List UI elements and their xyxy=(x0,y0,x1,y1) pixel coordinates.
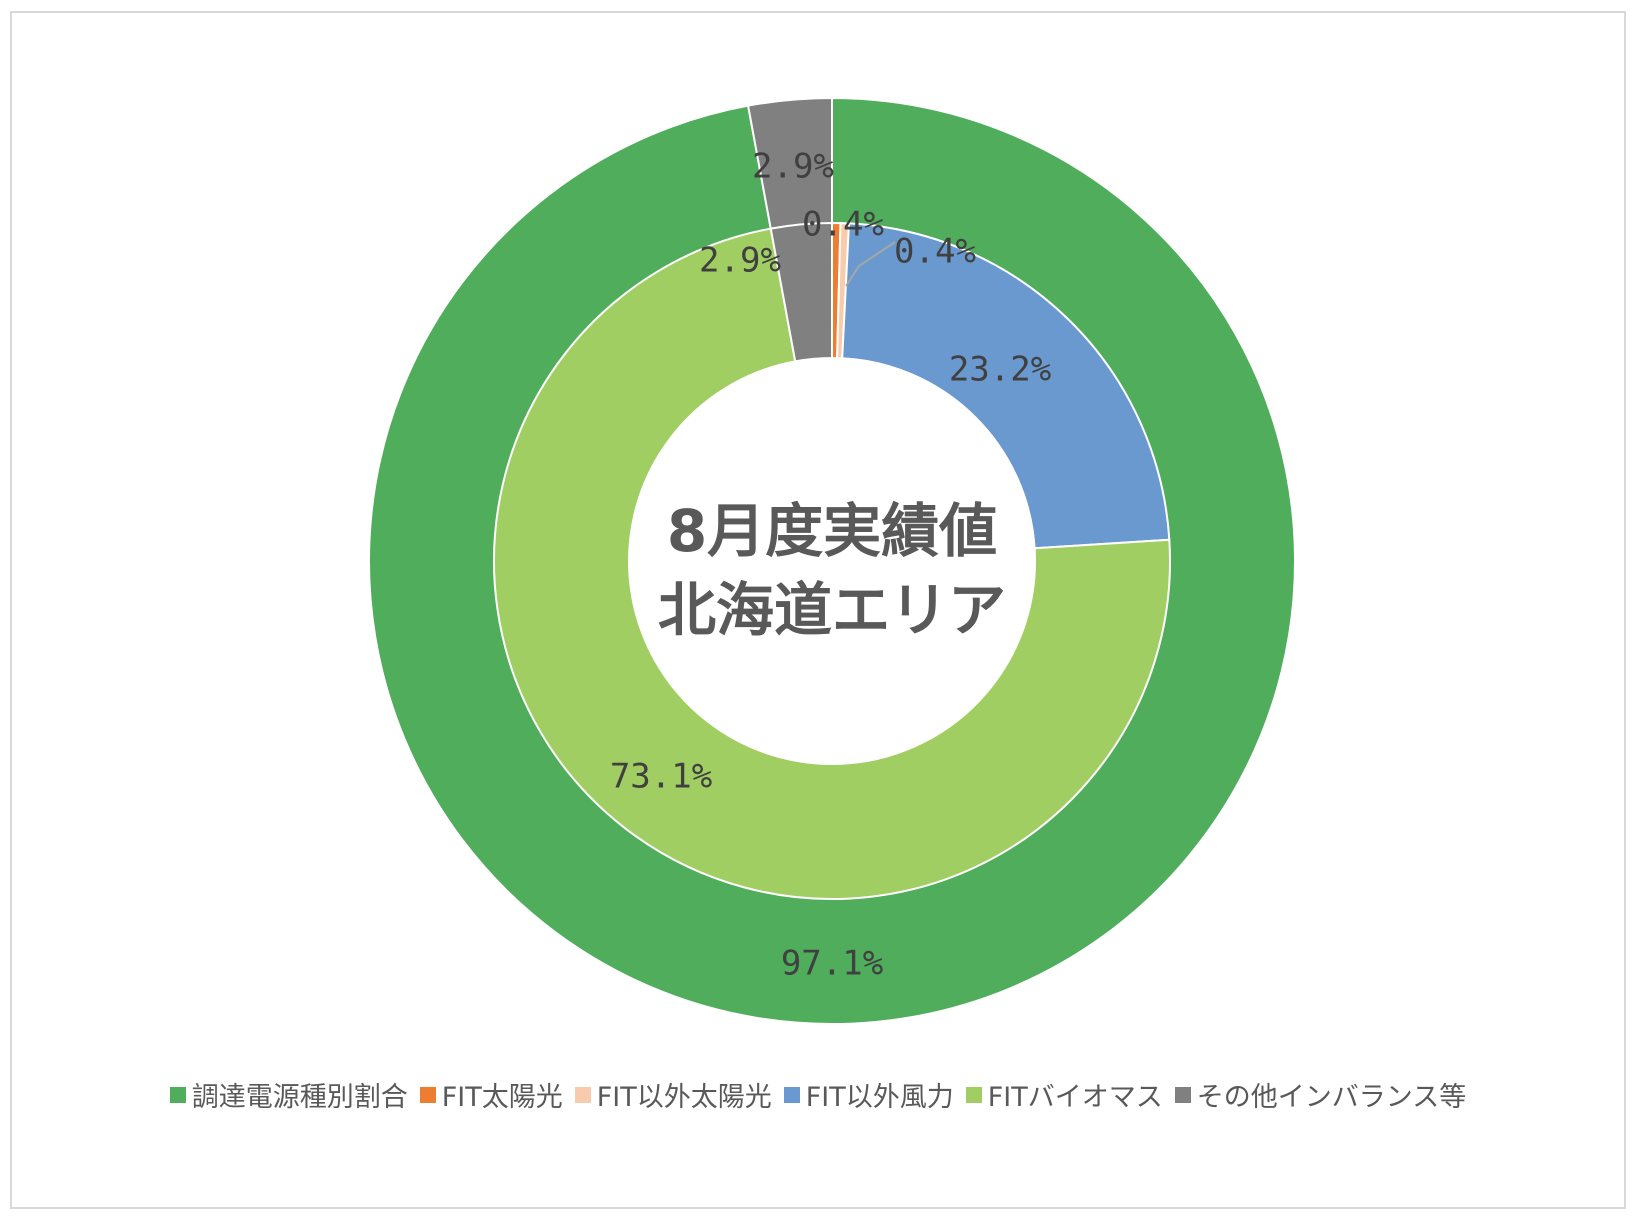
inner-data-label-1: 0.4% xyxy=(802,205,884,245)
center-title-line-2: 北海道エリア xyxy=(658,576,1006,644)
legend-item: FITバイオマス xyxy=(965,1075,1163,1114)
legend-label: FITバイオマス xyxy=(987,1082,1163,1113)
inner-slice-3 xyxy=(841,222,1171,550)
inner-ring xyxy=(493,221,1171,900)
inner-data-label-2: 0.4% xyxy=(894,232,976,272)
legend-label: FIT以外太陽光 xyxy=(596,1082,772,1113)
legend-label: 調達電源種別割合 xyxy=(191,1082,408,1113)
inner-data-label-3: 23.2% xyxy=(949,350,1051,390)
inner-slice-5 xyxy=(769,221,833,363)
legend-item: FIT太陽光 xyxy=(419,1075,563,1114)
outer-data-label-2: 2.9% xyxy=(752,147,834,187)
outer-data-label-1: 97.1% xyxy=(781,944,883,984)
legend-item: FIT以外風力 xyxy=(783,1075,954,1114)
legend-item: 調達電源種別割合 xyxy=(169,1075,408,1114)
inner-slice-4 xyxy=(493,227,1171,900)
legend-label: FIT以外風力 xyxy=(805,1082,954,1113)
center-title-line-1: 8月度実績値 xyxy=(667,497,997,565)
legend-swatch xyxy=(419,1086,436,1103)
legend-swatch xyxy=(783,1086,800,1103)
legend-swatch xyxy=(1174,1086,1191,1103)
inner-data-label-5: 2.9% xyxy=(699,241,781,281)
legend-swatch xyxy=(169,1086,186,1103)
leader-lines xyxy=(845,241,896,287)
data-labels: 97.1% 2.9% 0.4%0.4% 23.2% 73.1% 2.9% xyxy=(610,147,1051,984)
legend-item: FIT以外太陽光 xyxy=(574,1075,772,1114)
center-title: 8月度実績値 北海道エリア xyxy=(658,497,1006,644)
legend: 調達電源種別割合 FIT太陽光 FIT以外太陽光 FIT以外風力 FITバイオマス その他… xyxy=(0,1075,1636,1114)
leader-line-fit-other-solar xyxy=(845,241,896,287)
inner-data-label-4: 73.1% xyxy=(610,757,712,797)
legend-label: その他インバランス等 xyxy=(1196,1082,1467,1113)
legend-swatch xyxy=(965,1086,982,1103)
legend-swatch xyxy=(574,1086,591,1103)
legend-item: その他インバランス等 xyxy=(1174,1075,1467,1114)
legend-label: FIT太陽光 xyxy=(441,1082,563,1113)
